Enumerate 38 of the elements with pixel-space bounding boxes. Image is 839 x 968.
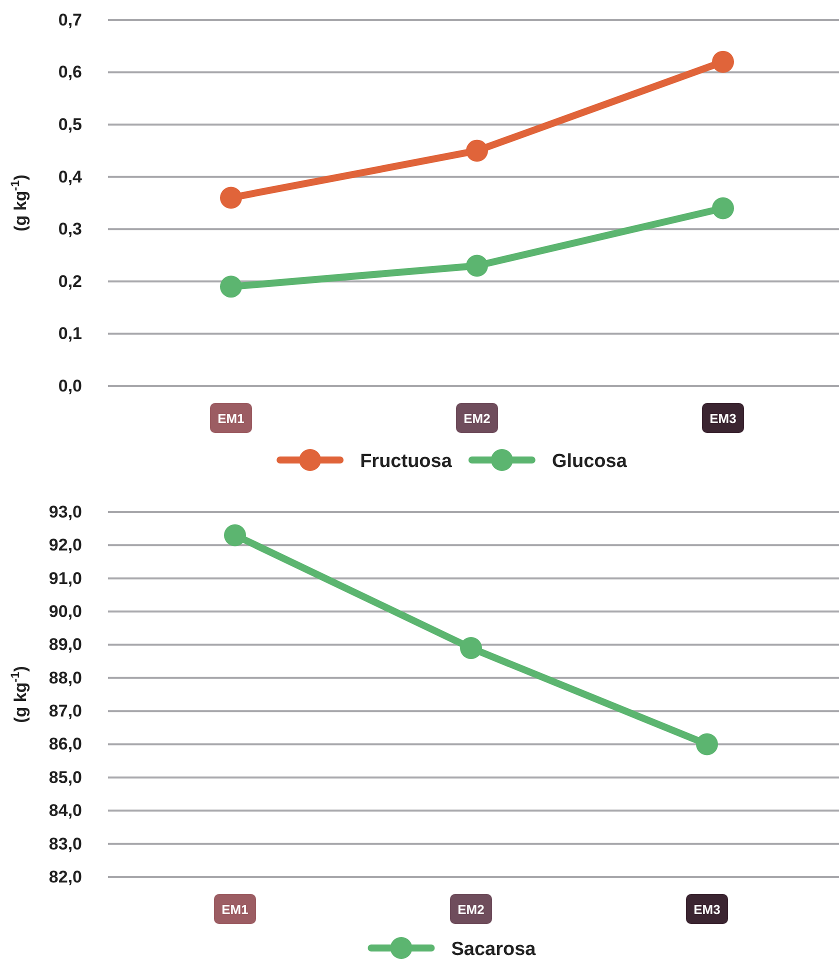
y-tick-label: 89,0 xyxy=(48,635,82,654)
point xyxy=(220,186,242,209)
y-tick-label: 0,3 xyxy=(58,220,82,239)
y-tick-label: 90,0 xyxy=(48,602,82,621)
x-tick-label: EM1 xyxy=(218,411,244,426)
y-tick-label: 93,0 xyxy=(48,502,82,522)
point xyxy=(712,197,734,220)
point xyxy=(696,733,718,756)
point xyxy=(460,637,482,660)
x-tick-label: EM3 xyxy=(710,411,736,426)
point xyxy=(220,276,242,298)
y-tick-label: 0,0 xyxy=(58,376,82,396)
point xyxy=(466,140,488,162)
y-tick-label: 83,0 xyxy=(48,834,82,854)
x-tick-label: EM1 xyxy=(222,902,248,917)
y-tick-label: 0,7 xyxy=(58,10,82,30)
x-tick-label: EM2 xyxy=(458,902,484,917)
y-tick-label: 85,0 xyxy=(48,768,82,787)
point xyxy=(712,50,734,73)
x-tick-label: EM2 xyxy=(464,411,490,426)
legend-label: Fructuosa xyxy=(360,451,452,472)
y-tick-label: 0,4 xyxy=(58,167,83,186)
y-tick-label: 84,0 xyxy=(48,801,82,820)
y-tick-label: 0,1 xyxy=(58,324,82,344)
point xyxy=(224,524,246,546)
legend-label: Sacarosa xyxy=(451,939,536,960)
y-tick-label: 88,0 xyxy=(48,668,82,688)
y-tick-label: 91,0 xyxy=(48,568,82,588)
y-tick-label: 87,0 xyxy=(48,702,82,721)
legend-label: Glucosa xyxy=(552,451,628,472)
x-tick-label: EM3 xyxy=(694,902,720,917)
y-tick-label: 0,6 xyxy=(58,62,82,82)
y-tick-label: 0,5 xyxy=(58,115,82,134)
y-tick-label: 82,0 xyxy=(48,867,82,886)
y-tick-label: 0,2 xyxy=(58,272,82,291)
y-tick-label: 92,0 xyxy=(48,536,82,555)
y-tick-label: 86,0 xyxy=(48,734,82,754)
point xyxy=(466,254,488,277)
